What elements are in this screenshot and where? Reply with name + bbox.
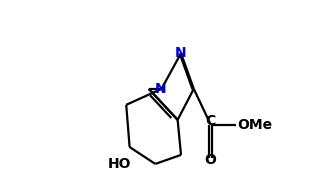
Text: N: N xyxy=(155,82,166,96)
Text: C: C xyxy=(206,114,216,128)
Text: N: N xyxy=(175,46,187,60)
Text: OMe: OMe xyxy=(237,118,272,132)
Text: O: O xyxy=(205,153,217,167)
Text: HO: HO xyxy=(108,157,131,171)
